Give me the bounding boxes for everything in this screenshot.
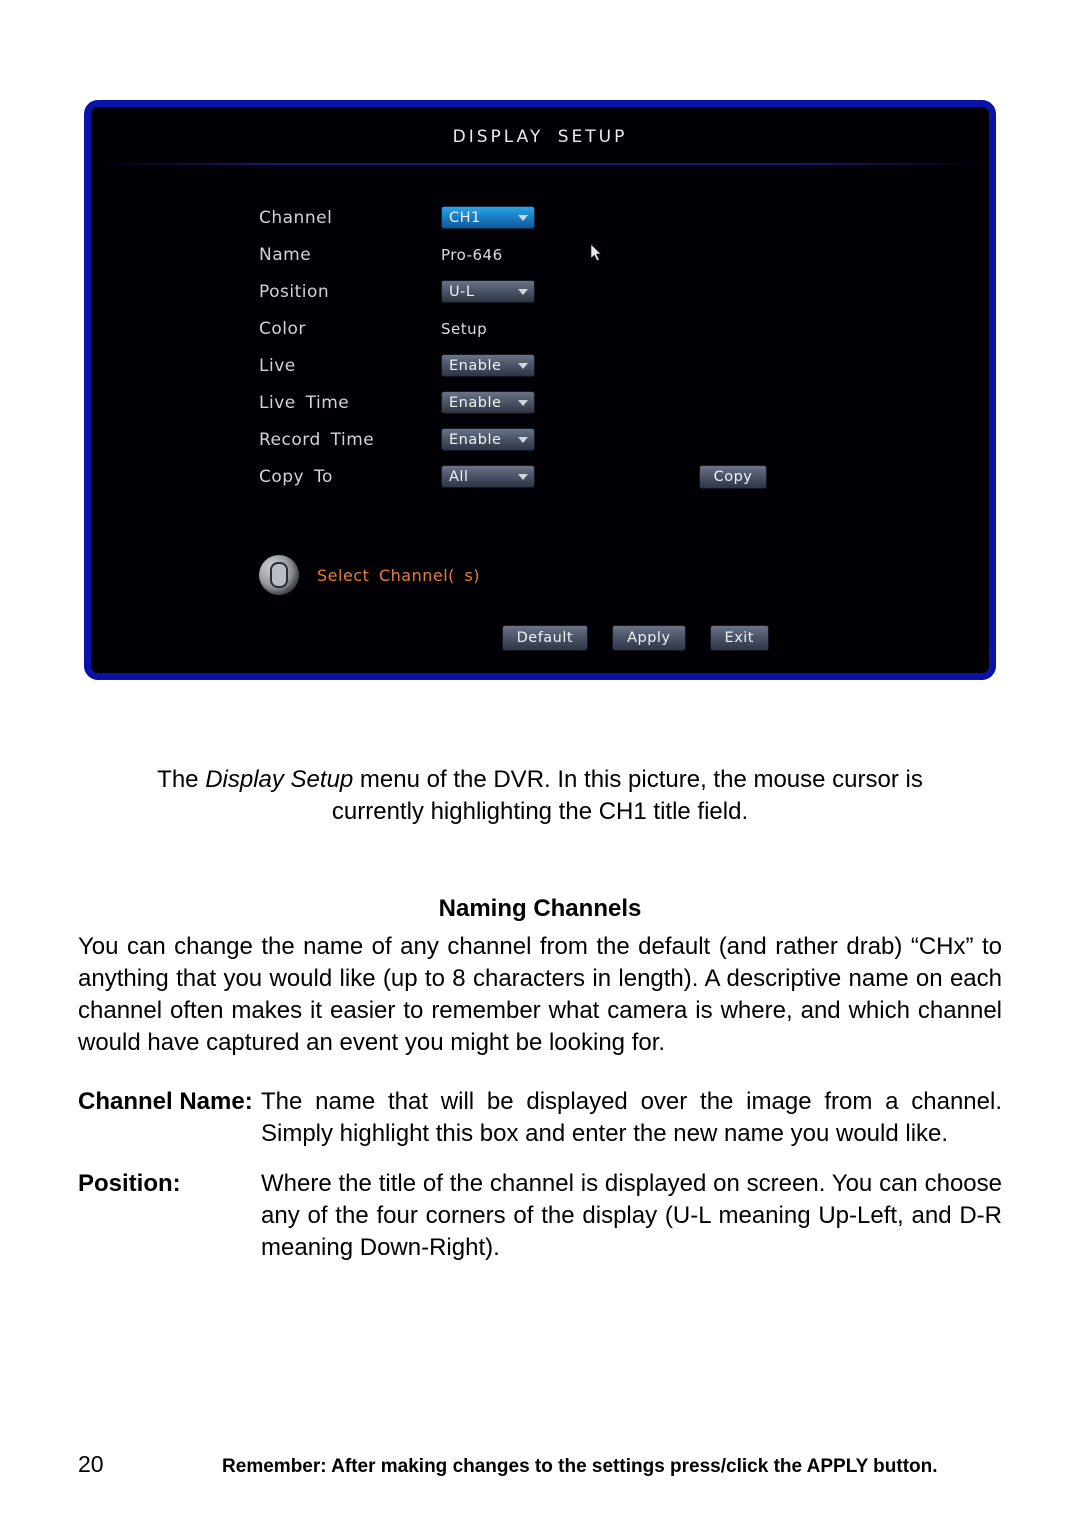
- mouse-icon: [259, 555, 299, 595]
- label-channel: Channel: [91, 208, 441, 228]
- chevron-down-icon: [516, 433, 530, 447]
- exit-button[interactable]: Exit: [710, 625, 769, 651]
- position-dropdown-value: U-L: [449, 284, 474, 300]
- default-button[interactable]: Default: [502, 625, 588, 651]
- label-name: Name: [91, 245, 441, 265]
- live-time-dropdown-value: Enable: [449, 395, 501, 411]
- chevron-down-icon: [516, 285, 530, 299]
- channel-dropdown[interactable]: CH1: [441, 206, 535, 229]
- position-dropdown[interactable]: U-L: [441, 280, 535, 303]
- copy-to-dropdown-value: All: [449, 469, 468, 485]
- chevron-down-icon: [516, 396, 530, 410]
- label-live: Live: [91, 356, 441, 376]
- footer-note: Remember: After making changes to the se…: [158, 1456, 1002, 1478]
- cursor-icon: [589, 243, 604, 268]
- dvr-screenshot: DISPLAY SETUP Channel CH1 Name Pro-646: [84, 100, 996, 680]
- def-body-channel-name: The name that will be displayed over the…: [261, 1086, 1002, 1150]
- figure-caption: The Display Setup menu of the DVR. In th…: [78, 764, 1002, 829]
- live-time-dropdown[interactable]: Enable: [441, 391, 535, 414]
- def-term-position: Position:: [78, 1168, 261, 1264]
- copy-button[interactable]: Copy: [699, 465, 767, 489]
- dvr-form: Channel CH1 Name Pro-646 P: [91, 199, 989, 495]
- def-body-position: Where the title of the channel is displa…: [261, 1168, 1002, 1264]
- chevron-down-icon: [516, 359, 530, 373]
- dvr-window-title: DISPLAY SETUP: [91, 127, 989, 147]
- section-paragraph: You can change the name of any channel f…: [78, 931, 1002, 1059]
- name-field[interactable]: Pro-646: [441, 245, 503, 264]
- channel-dropdown-value: CH1: [449, 210, 481, 226]
- live-dropdown[interactable]: Enable: [441, 354, 535, 377]
- live-dropdown-value: Enable: [449, 358, 501, 374]
- label-position: Position: [91, 282, 441, 302]
- color-setup-link[interactable]: Setup: [441, 319, 487, 338]
- label-record-time: Record Time: [91, 430, 441, 450]
- chevron-down-icon: [516, 470, 530, 484]
- chevron-down-icon: [516, 211, 530, 225]
- label-copy-to: Copy To: [91, 467, 441, 487]
- select-channels-label: Select Channel( s): [317, 566, 480, 585]
- divider: [91, 163, 989, 165]
- apply-button[interactable]: Apply: [612, 625, 685, 651]
- select-channels-hint: Select Channel( s): [259, 555, 480, 595]
- def-term-channel-name: Channel Name:: [78, 1086, 261, 1150]
- label-color: Color: [91, 319, 441, 339]
- record-time-dropdown-value: Enable: [449, 432, 501, 448]
- record-time-dropdown[interactable]: Enable: [441, 428, 535, 451]
- label-live-time: Live Time: [91, 393, 441, 413]
- section-heading: Naming Channels: [78, 895, 1002, 923]
- page-number: 20: [78, 1451, 104, 1478]
- copy-to-dropdown[interactable]: All: [441, 465, 535, 488]
